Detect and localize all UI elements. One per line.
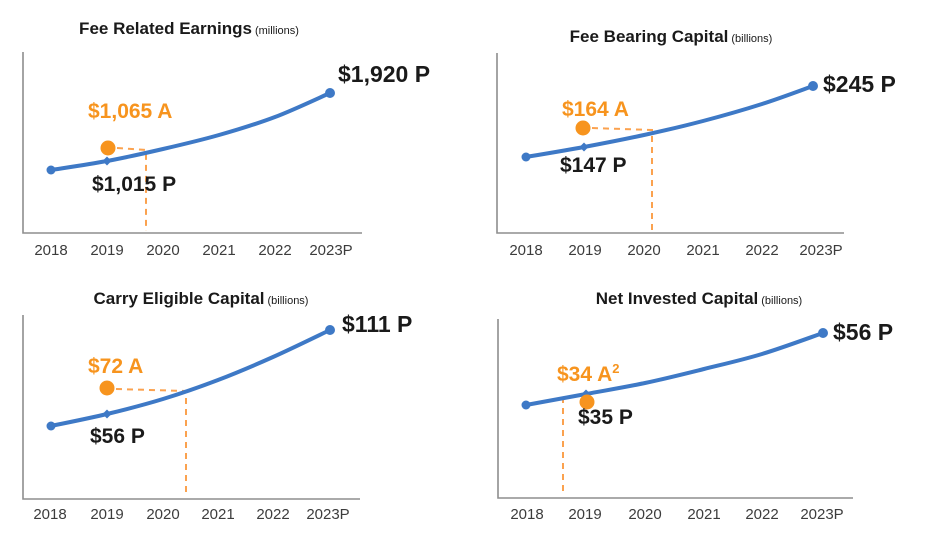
actual-value-label: $1,065 A: [88, 101, 172, 122]
projection-value-label: $56 P: [90, 425, 145, 448]
x-axis-tick: 2023P: [306, 506, 350, 523]
line-chart-canvas: [22, 52, 362, 234]
x-axis-tick: 2019: [90, 242, 124, 259]
chart-unit-label: (millions): [254, 25, 299, 37]
end-value-label: $1,920 P: [338, 61, 431, 87]
actual-value-text: $164 A: [562, 98, 629, 121]
actual-value-text: $72 A: [88, 355, 144, 378]
x-axis-tick: 2023P: [800, 506, 844, 523]
actual-value-label: $164 A: [562, 99, 629, 120]
end-value-label: $245 P: [823, 71, 896, 97]
footnote-marker: 2: [612, 361, 620, 376]
x-axis-tick: 2019: [568, 242, 602, 259]
x-axis-tick: 2018: [34, 242, 68, 259]
chart-title: Fee Bearing Capital (billions): [569, 27, 773, 47]
x-axis-tick: 2019: [90, 506, 124, 523]
chart-fee-related-earnings: Fee Related Earnings (millions) $1,065 A …: [0, 0, 471, 272]
projection-value-label: $147 P: [560, 154, 627, 177]
x-axis-tick: 2018: [33, 506, 67, 523]
actual-value-label: $72 A: [88, 356, 143, 377]
end-value-label: $56 P: [833, 319, 894, 345]
x-axis-tick: 2022: [745, 242, 779, 259]
x-axis-tick: 2021: [202, 242, 236, 259]
end-value-label: $111 P: [342, 311, 413, 337]
chart-net-invested-capital: Net Invested Capital (billions) $34 A2 $3…: [471, 272, 942, 544]
x-axis-tick: 2018: [509, 242, 543, 259]
x-axis-tick: 2021: [201, 506, 235, 523]
x-axis-tick: 2020: [146, 506, 180, 523]
x-axis-tick: 2020: [627, 242, 661, 259]
chart-fee-bearing-capital: Fee Bearing Capital (billions) $164 A $14…: [471, 0, 942, 272]
chart-title-text: Fee Bearing Capital: [569, 27, 729, 46]
chart-title: Net Invested Capital (billions): [595, 289, 803, 309]
line-chart-canvas: [497, 319, 853, 499]
chart-title-text: Fee Related Earnings: [79, 19, 252, 38]
projection-value-label: $1,015 P: [92, 173, 177, 196]
x-axis-tick: 2021: [686, 242, 720, 259]
x-axis-tick: 2019: [568, 506, 602, 523]
chart-unit-label: (billions): [731, 33, 773, 45]
x-axis-tick: 2021: [687, 506, 721, 523]
chart-title: Carry Eligible Capital (billions): [93, 289, 309, 309]
x-axis-tick: 2023P: [799, 242, 843, 259]
x-axis-tick: 2022: [258, 242, 292, 259]
actual-value-label: $34 A2: [557, 361, 620, 386]
actual-value-text: $1,065 A: [88, 100, 173, 123]
actual-value-text: $34 A: [557, 363, 613, 386]
line-chart-canvas: [496, 53, 844, 234]
chart-title-text: Carry Eligible Capital: [93, 289, 265, 308]
chart-title: Fee Related Earnings (millions): [79, 19, 299, 39]
x-axis-tick: 2022: [256, 506, 290, 523]
x-axis-tick: 2020: [146, 242, 180, 259]
x-axis-tick: 2018: [510, 506, 544, 523]
chart-unit-label: (billions): [761, 295, 803, 307]
chart-unit-label: (billions): [267, 295, 309, 307]
chart-title-text: Net Invested Capital: [595, 289, 759, 308]
line-chart-canvas: [22, 315, 360, 500]
x-axis-tick: 2022: [745, 506, 779, 523]
chart-carry-eligible-capital: Carry Eligible Capital (billions) $72 A $…: [0, 272, 471, 544]
x-axis-tick: 2020: [628, 506, 662, 523]
projection-value-label: $35 P: [578, 406, 633, 429]
x-axis-tick: 2023P: [309, 242, 353, 259]
